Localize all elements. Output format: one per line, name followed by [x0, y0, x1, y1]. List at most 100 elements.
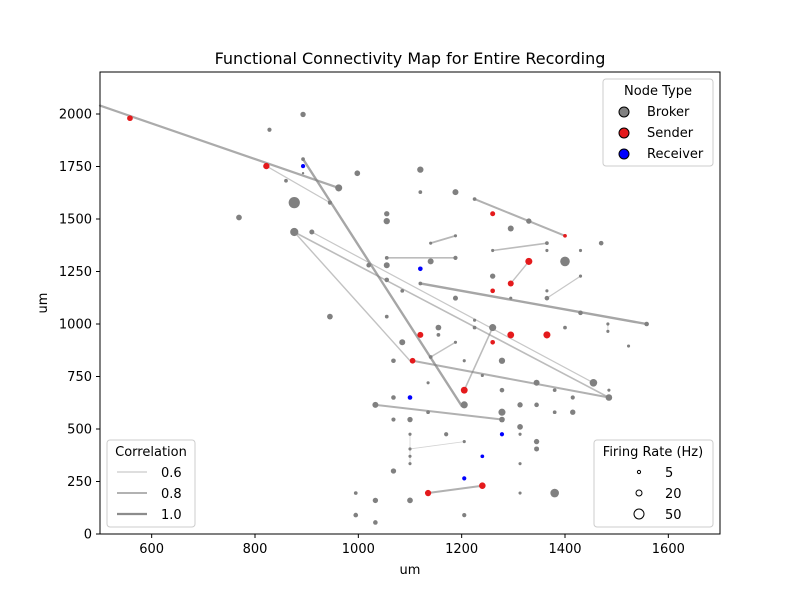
legend-corr-08-label: 0.8 — [161, 487, 182, 502]
node-broker-55 — [472, 325, 477, 330]
node-broker-14 — [354, 170, 361, 177]
node-broker-60 — [606, 329, 610, 333]
node-broker-109 — [408, 462, 412, 466]
legend-rate-50-label: 50 — [665, 508, 682, 523]
plot-frame — [99, 71, 721, 535]
node-broker-100 — [444, 432, 449, 437]
node-broker-76 — [533, 379, 540, 386]
node-sender-43 — [490, 288, 495, 294]
node-broker-16 — [418, 190, 423, 194]
node-broker-58 — [563, 325, 567, 330]
node-sender-71 — [409, 357, 416, 364]
node-broker-5 — [267, 127, 272, 132]
node-broker-85 — [391, 395, 396, 400]
x-tick-label-1000: 1000 — [342, 542, 375, 557]
node-broker-94 — [552, 410, 557, 415]
node-type-legend: Node Type Broker Sender Receiver — [602, 78, 714, 167]
correlation-legend-title: Correlation — [115, 445, 187, 460]
x-tick-label-1600: 1600 — [652, 542, 685, 557]
node-sender-62 — [417, 331, 424, 338]
firing-rate-legend-frame — [593, 439, 714, 528]
node-sender-24 — [563, 233, 567, 238]
node-broker-98 — [517, 424, 523, 430]
node-broker-48 — [452, 295, 458, 301]
node-broker-87 — [372, 401, 379, 408]
node-broker-77 — [589, 379, 598, 387]
node-broker-56 — [435, 324, 442, 331]
node-broker-70 — [428, 355, 433, 359]
node-broker-88 — [460, 401, 468, 409]
node-sender-44 — [507, 280, 514, 287]
y-tick-label-0: 0 — [84, 528, 92, 543]
y-tick-label-1250: 1250 — [59, 265, 92, 280]
node-broker-38 — [384, 277, 390, 283]
node-broker-106 — [408, 447, 412, 451]
node-broker-103 — [533, 438, 540, 445]
firing-rate-legend-title: Firing Rate (Hz) — [603, 445, 703, 460]
node-broker-30 — [384, 255, 389, 260]
node-broker-13 — [309, 229, 315, 235]
node-broker-35 — [427, 258, 434, 265]
node-sender-0 — [127, 115, 133, 122]
node-sender-1 — [263, 162, 270, 170]
node-broker-41 — [560, 256, 570, 267]
y-tick-label-500: 500 — [67, 423, 92, 438]
node-broker-78 — [426, 381, 430, 385]
node-broker-95 — [391, 417, 396, 422]
node-broker-84 — [570, 395, 575, 400]
node-broker-23 — [507, 225, 514, 232]
edges-layer — [98, 104, 648, 495]
node-sender-79 — [460, 386, 468, 394]
node-broker-51 — [400, 288, 405, 293]
node-broker-81 — [552, 388, 557, 393]
node-broker-29 — [491, 248, 495, 253]
y-tick-label-1000: 1000 — [59, 318, 92, 333]
edge-line-17 — [409, 441, 465, 450]
node-broker-26 — [545, 241, 549, 246]
node-receiver-37 — [418, 266, 423, 272]
node-broker-54 — [473, 318, 477, 322]
node-broker-102 — [518, 432, 522, 436]
node-sender-66 — [490, 339, 495, 345]
node-sender-113 — [424, 489, 432, 497]
node-broker-17 — [452, 189, 459, 196]
x-tick-label-800: 800 — [243, 542, 268, 557]
node-broker-69 — [626, 344, 631, 348]
node-broker-36 — [453, 255, 458, 260]
node-broker-105 — [462, 440, 466, 444]
node-broker-111 — [390, 468, 397, 474]
node-broker-47 — [509, 296, 513, 300]
node-broker-80 — [499, 387, 505, 393]
y-tick-label-1750: 1750 — [59, 160, 92, 175]
legend-corr-10-label: 1.0 — [161, 508, 182, 523]
node-broker-118 — [518, 491, 522, 495]
node-broker-19 — [384, 211, 390, 217]
node-broker-10 — [288, 197, 300, 209]
x-axis-ticks: 600 800 1000 1200 1400 1600 — [139, 534, 685, 557]
node-receiver-108 — [480, 454, 485, 459]
node-broker-97 — [499, 416, 505, 423]
node-broker-25 — [598, 240, 604, 246]
edge-line-0 — [98, 104, 340, 190]
x-axis-label: um — [400, 563, 421, 578]
node-broker-104 — [534, 446, 540, 452]
node-broker-6 — [300, 111, 306, 118]
y-tick-label-1500: 1500 — [59, 213, 92, 228]
edge-line-14 — [411, 359, 610, 399]
y-tick-label-2000: 2000 — [59, 108, 92, 123]
legend-rate-50-marker — [633, 508, 645, 520]
correlation-legend-frame — [106, 439, 196, 528]
node-broker-59 — [606, 322, 610, 326]
node-broker-73 — [498, 357, 506, 364]
nodes-layer — [127, 111, 649, 525]
legend-rate-5-marker — [636, 469, 642, 475]
node-broker-8 — [335, 184, 343, 192]
edge-line-15 — [463, 326, 494, 391]
y-axis-ticks: 0 250 500 750 1000 1250 1500 1750 2000 — [59, 108, 100, 543]
node-broker-89 — [517, 402, 523, 408]
legend-rate-20-label: 20 — [665, 487, 682, 502]
node-broker-42 — [489, 273, 496, 279]
node-receiver-86 — [407, 395, 413, 400]
node-broker-28 — [578, 248, 583, 253]
